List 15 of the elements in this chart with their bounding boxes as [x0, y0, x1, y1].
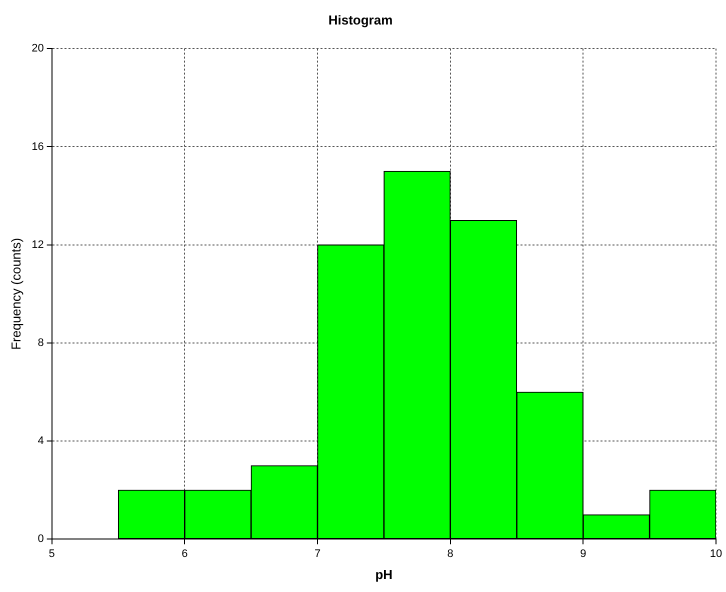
x-axis-title: pH [375, 566, 393, 582]
y-tick-label: 16 [32, 140, 44, 153]
chart-title: Histogram [328, 12, 393, 28]
x-tick-label: 7 [314, 548, 321, 560]
x-tick-label: 9 [580, 548, 586, 560]
y-tick-label: 12 [32, 238, 44, 251]
x-tick-label: 6 [182, 548, 188, 560]
y-axis-title: Frequency (counts) [8, 238, 24, 350]
x-tick-label: 8 [447, 548, 454, 560]
y-tick-label: 20 [32, 42, 44, 55]
y-tick-label: 0 [38, 533, 44, 546]
x-tick-label: 5 [48, 548, 55, 560]
y-tick-label: 8 [38, 336, 44, 349]
y-tick-label: 4 [38, 435, 44, 448]
x-tick-label: 10 [710, 548, 722, 560]
